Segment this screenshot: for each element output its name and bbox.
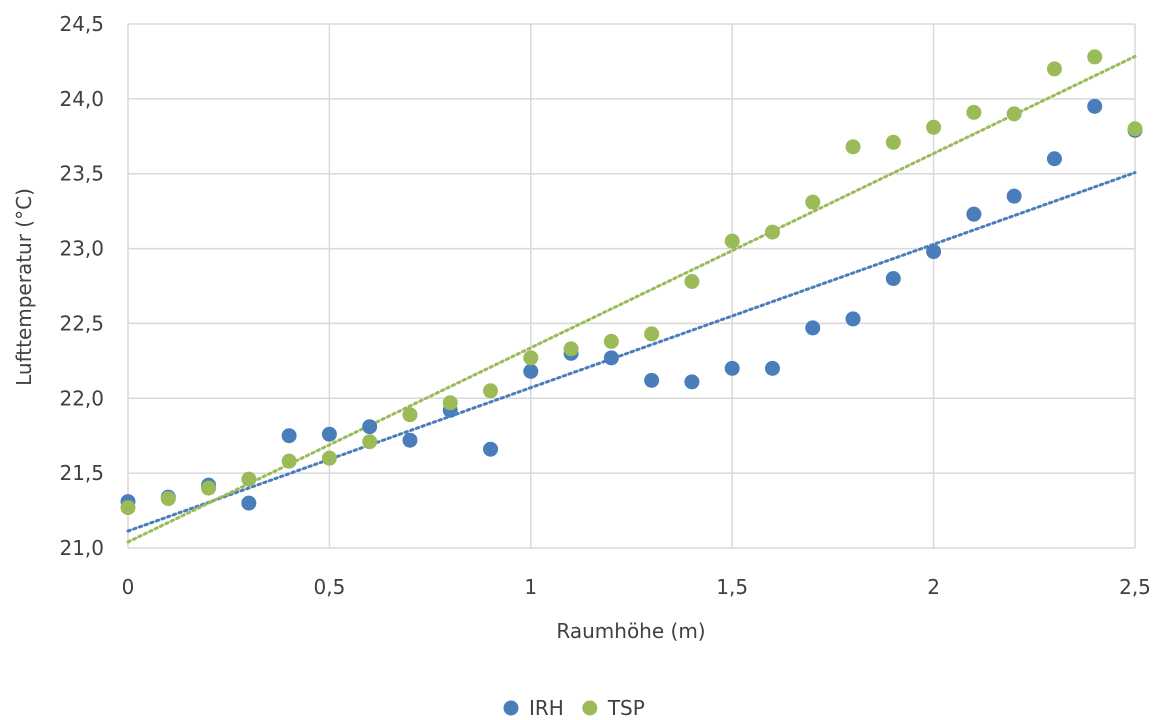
point-tsp: [523, 350, 539, 366]
y-tick-label: 21,5: [59, 461, 104, 485]
point-irh: [483, 441, 499, 457]
x-tick-label: 1,5: [716, 575, 748, 599]
point-irh: [644, 372, 660, 388]
trendline-irh: [126, 171, 1137, 533]
y-axis-title: Lufttemperatur (°C): [12, 188, 36, 386]
trendline-tsp: [126, 54, 1137, 544]
point-irh: [321, 426, 337, 442]
y-axis-ticks: 21,0 21,5 22,0 22,5 23,0 23,5 24,0 24,5: [59, 12, 104, 560]
legend: IRH TSP: [503, 696, 645, 720]
y-tick-label: 23,0: [59, 237, 104, 261]
legend-label-tsp: TSP: [607, 696, 645, 720]
point-tsp: [966, 104, 982, 120]
point-tsp: [442, 395, 458, 411]
point-tsp: [160, 491, 176, 507]
point-irh: [805, 320, 821, 336]
point-tsp: [603, 333, 619, 349]
point-tsp: [362, 434, 378, 450]
point-irh: [362, 419, 378, 435]
x-tick-label: 2: [927, 575, 940, 599]
point-tsp: [1087, 49, 1103, 65]
trendlines: [126, 54, 1137, 544]
point-irh: [1006, 188, 1022, 204]
point-tsp: [281, 453, 297, 469]
point-irh: [764, 360, 780, 376]
grid-lines: [127, 23, 1136, 549]
legend-marker-tsp: [582, 700, 598, 716]
y-tick-label: 23,5: [59, 162, 104, 186]
point-tsp: [1046, 61, 1062, 77]
point-tsp: [805, 194, 821, 210]
point-tsp: [885, 134, 901, 150]
x-tick-label: 0,5: [313, 575, 345, 599]
point-tsp: [724, 233, 740, 249]
point-tsp: [684, 274, 700, 290]
point-irh: [603, 350, 619, 366]
point-tsp: [644, 326, 660, 342]
point-irh: [402, 432, 418, 448]
point-tsp: [402, 407, 418, 423]
point-irh: [966, 206, 982, 222]
y-tick-label: 24,0: [59, 87, 104, 111]
legend-label-irh: IRH: [529, 696, 564, 720]
point-tsp: [845, 139, 861, 155]
data-points: [120, 49, 1143, 516]
y-tick-label: 22,5: [59, 311, 104, 335]
y-tick-label: 21,0: [59, 536, 104, 560]
point-irh: [523, 363, 539, 379]
point-tsp: [926, 119, 942, 135]
point-tsp: [563, 341, 579, 357]
x-axis-ticks: 0 0,5 1 1,5 2 2,5: [122, 575, 1151, 599]
x-tick-label: 0: [122, 575, 135, 599]
point-tsp: [201, 480, 217, 496]
x-tick-label: 1: [524, 575, 537, 599]
point-irh: [1046, 151, 1062, 167]
point-irh: [724, 360, 740, 376]
point-tsp: [483, 383, 499, 399]
point-irh: [845, 311, 861, 327]
point-irh: [684, 374, 700, 390]
point-tsp: [120, 500, 136, 516]
point-tsp: [241, 471, 257, 487]
point-irh: [1087, 98, 1103, 114]
y-tick-label: 24,5: [59, 12, 104, 36]
point-irh: [885, 271, 901, 287]
legend-marker-irh: [503, 700, 519, 716]
y-tick-label: 22,0: [59, 386, 104, 410]
point-tsp: [321, 450, 337, 466]
point-tsp: [1006, 106, 1022, 122]
point-tsp: [1127, 121, 1143, 137]
point-irh: [926, 244, 942, 260]
point-irh: [241, 495, 257, 511]
point-tsp: [764, 224, 780, 240]
x-axis-title: Raumhöhe (m): [556, 619, 705, 643]
point-irh: [281, 428, 297, 444]
x-tick-label: 2,5: [1119, 575, 1151, 599]
